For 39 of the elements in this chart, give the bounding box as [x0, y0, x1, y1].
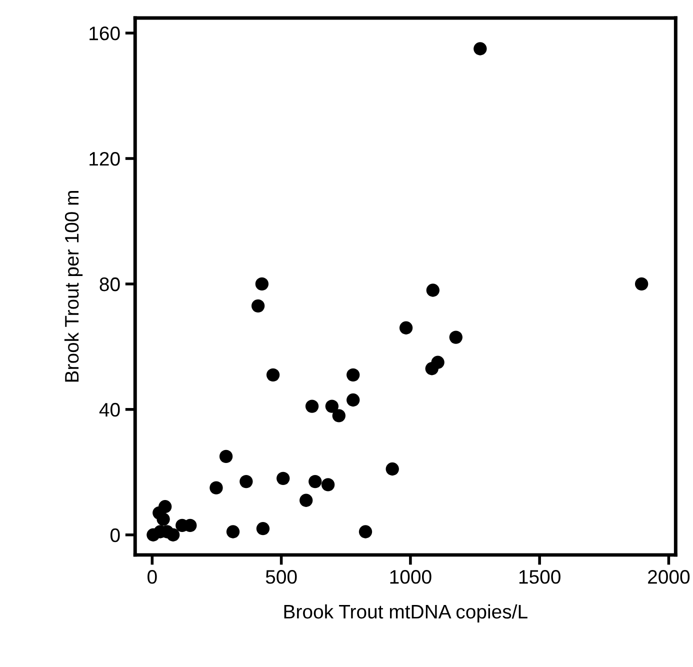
point — [399, 321, 413, 334]
point — [308, 474, 322, 488]
point — [219, 450, 233, 464]
x-tick-label: 1000 — [390, 570, 432, 584]
point — [346, 393, 360, 407]
point — [300, 494, 313, 507]
point — [251, 299, 265, 313]
point — [325, 400, 339, 413]
point — [474, 42, 487, 56]
point — [426, 284, 440, 297]
point — [386, 462, 399, 476]
point — [634, 277, 648, 291]
point — [425, 362, 438, 376]
y-tick-label: 40 — [99, 402, 120, 417]
y-axis-title: Brook Trout per 100 m — [64, 191, 83, 382]
point — [449, 330, 462, 344]
point — [256, 522, 270, 536]
point — [255, 277, 269, 291]
y-tick-label: 160 — [90, 26, 120, 40]
y-tick-label: 120 — [90, 152, 120, 166]
point — [210, 481, 223, 494]
point — [226, 525, 240, 538]
point — [276, 472, 290, 486]
point — [266, 368, 280, 382]
point — [321, 478, 335, 492]
point — [156, 512, 170, 526]
x-tick-label: 500 — [266, 570, 297, 584]
x-tick-label: 2000 — [648, 570, 690, 584]
point — [166, 528, 180, 542]
point — [240, 474, 253, 488]
point — [346, 368, 360, 382]
y-tick-label: 80 — [100, 277, 120, 292]
x-tick-label: 0 — [148, 570, 157, 584]
point — [332, 409, 346, 422]
point — [358, 525, 372, 538]
x-axis-title: Brook Trout mtDNA copies/L — [284, 604, 528, 622]
point — [305, 400, 319, 413]
x-tick-label: 1500 — [519, 570, 560, 584]
y-tick-label: 0 — [110, 528, 120, 542]
